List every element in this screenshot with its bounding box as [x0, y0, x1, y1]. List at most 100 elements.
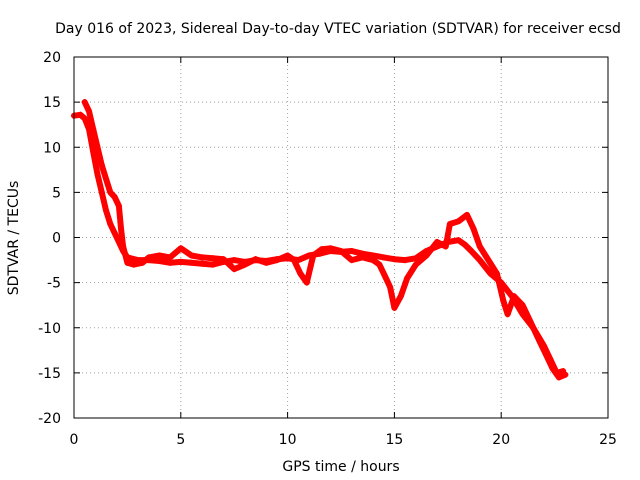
data-point: [380, 254, 387, 261]
data-point: [156, 257, 163, 264]
data-point: [348, 257, 355, 264]
data-point: [519, 302, 526, 309]
data-point: [284, 252, 291, 259]
data-point: [94, 171, 101, 178]
data-point: [188, 252, 195, 259]
data-point: [370, 257, 377, 264]
data-point: [188, 259, 195, 266]
data-point: [493, 270, 500, 277]
data-point: [391, 256, 398, 263]
data-point: [117, 225, 124, 232]
x-tick-label: 15: [385, 432, 403, 448]
data-point: [90, 148, 97, 155]
data-point: [111, 229, 118, 236]
data-point: [156, 252, 163, 259]
y-tick-label: 5: [52, 185, 61, 201]
data-point: [167, 254, 174, 261]
data-point: [130, 261, 137, 268]
data-point: [139, 259, 146, 266]
data-point: [382, 275, 389, 282]
x-tick-label: 0: [70, 432, 79, 448]
data-point: [327, 245, 334, 252]
data-point: [485, 257, 492, 264]
data-point: [177, 245, 184, 252]
data-point: [461, 241, 468, 248]
data-point: [397, 293, 404, 300]
data-point: [504, 311, 511, 318]
data-point: [500, 297, 507, 304]
data-point: [231, 266, 238, 273]
data-point: [107, 220, 114, 227]
data-point: [199, 254, 206, 261]
data-point: [348, 248, 355, 255]
x-axis-label: GPS time / hours: [282, 459, 399, 475]
data-point: [81, 99, 88, 106]
data-point: [167, 259, 174, 266]
data-point: [103, 207, 110, 214]
data-point: [549, 365, 556, 372]
data-point: [231, 257, 238, 264]
data-point: [107, 189, 114, 196]
data-point: [543, 351, 550, 358]
data-point: [434, 239, 441, 246]
data-point: [263, 259, 270, 266]
data-point: [103, 175, 110, 182]
data-point: [303, 279, 310, 286]
data-point: [90, 126, 97, 133]
data-point: [464, 211, 471, 218]
y-tick-label: 10: [43, 140, 61, 156]
data-point: [94, 144, 101, 151]
data-point: [220, 256, 227, 263]
y-tick-label: 20: [43, 50, 61, 66]
data-point: [536, 338, 543, 345]
data-point: [124, 259, 131, 266]
data-point: [404, 275, 411, 282]
data-point: [145, 254, 152, 261]
data-point: [402, 257, 409, 264]
data-point: [98, 162, 105, 169]
data-point: [81, 115, 88, 122]
data-point: [391, 304, 398, 311]
data-point: [423, 252, 430, 259]
data-point: [209, 261, 216, 268]
data-point: [412, 261, 419, 268]
data-point: [511, 293, 518, 300]
x-tick-label: 5: [176, 432, 185, 448]
data-point: [470, 225, 477, 232]
x-tick-label: 10: [279, 432, 297, 448]
data-point: [455, 218, 462, 225]
series-markers-track-b: [81, 99, 569, 381]
data-series: [71, 99, 569, 381]
y-axis-label: SDTVAR / TECUs: [6, 181, 22, 296]
data-point: [273, 257, 280, 264]
y-tick-label: -5: [47, 276, 61, 292]
data-point: [376, 261, 383, 268]
y-tick-label: 0: [52, 231, 61, 247]
data-point: [455, 237, 462, 244]
data-point: [111, 193, 118, 200]
series-line-track-a: [71, 111, 567, 376]
y-tick-label: -20: [38, 411, 61, 427]
chart-title: Day 016 of 2023, Sidereal Day-to-day VTE…: [55, 21, 621, 37]
data-point: [177, 258, 184, 265]
y-tick-label: -15: [38, 366, 61, 382]
grid: [74, 57, 608, 418]
data-point: [241, 261, 248, 268]
data-point: [359, 254, 366, 261]
y-tick-label: -10: [38, 321, 61, 337]
data-point: [487, 270, 494, 277]
data-point: [476, 257, 483, 264]
data-point: [115, 202, 122, 209]
data-point: [252, 256, 259, 263]
data-point: [291, 257, 298, 264]
series-line-track-b: [81, 99, 569, 381]
x-tick-label: 25: [599, 432, 617, 448]
data-point: [310, 252, 317, 259]
data-point: [562, 371, 569, 378]
data-point: [476, 243, 483, 250]
data-point: [120, 243, 127, 250]
data-point: [412, 255, 419, 262]
data-point: [85, 108, 92, 115]
data-point: [468, 248, 475, 255]
